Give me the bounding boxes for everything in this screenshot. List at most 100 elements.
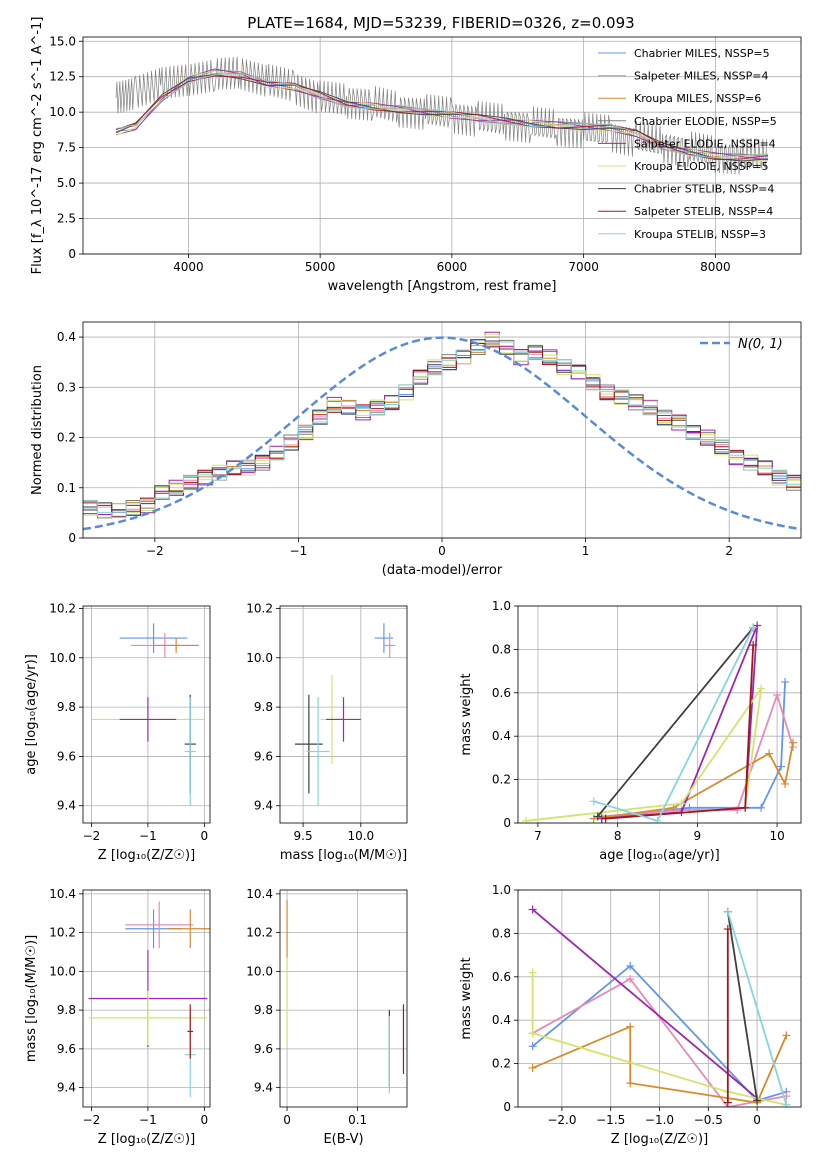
x-axis-label: E(B-V) [323, 1132, 363, 1147]
plot-area [295, 623, 396, 806]
x-axis-label: mass [log₁₀(M/M☉)] [280, 848, 407, 863]
data-point [733, 805, 742, 814]
data-point [789, 738, 798, 747]
series-line [601, 625, 759, 820]
x-tick-label: 8000 [700, 260, 731, 274]
model-line [115, 70, 769, 162]
plot-area [91, 623, 205, 806]
y-tick-label: 0.8 [492, 642, 511, 656]
y-tick-label: 2.5 [57, 212, 76, 226]
data-point [528, 1029, 537, 1038]
y-tick-label: 10.4 [246, 887, 273, 901]
y-tick-label: 0.3 [57, 380, 76, 394]
x-tick-label: −2 [83, 1113, 101, 1127]
data-point [757, 684, 766, 693]
y-tick-label: 0.4 [492, 1013, 511, 1027]
y-tick-label: 0 [503, 816, 511, 830]
model-line [115, 73, 769, 162]
y-tick-label: 12.5 [49, 70, 76, 84]
x-axis-label: wavelength [Angstrom, rest frame] [328, 279, 557, 294]
histogram-step [83, 333, 801, 516]
x-tick-label: 8 [614, 829, 622, 843]
legend-label: Chabrier STELIB, NSSP=4 [634, 183, 774, 196]
x-tick-label: 0 [201, 1113, 209, 1127]
data-point [528, 1063, 537, 1072]
x-tick-label: 0 [201, 829, 209, 843]
panel-mass-vs-Z: −2 −1 0 9.4 9.6 9.8 10.0 10.2 10.4 Z [log₁₀(Z/Z☉)… [24, 887, 211, 1147]
y-axis-label: mass [log₁₀(M/M☉)] [24, 935, 39, 1062]
data-point [782, 1100, 791, 1107]
data-point [528, 1042, 537, 1051]
data-point [653, 816, 662, 823]
plot-area [521, 621, 798, 823]
y-tick-label: 5.0 [57, 176, 76, 190]
legend-label: Kroupa ELODIE, NSSP=5 [634, 160, 768, 173]
legend-label: Chabrier MILES, NSSP=5 [634, 47, 770, 60]
y-tick-label: 10.0 [49, 964, 76, 978]
x-tick-label: 10.0 [347, 829, 374, 843]
figure-title: PLATE=1684, MJD=53239, FIBERID=0326, z=0… [247, 14, 634, 32]
axes-frame [82, 36, 802, 255]
data-point [757, 803, 766, 812]
data-point [589, 814, 598, 823]
legend-label: N(0, 1) [738, 337, 783, 352]
y-tick-label: 9.6 [57, 749, 76, 763]
data-point [782, 1031, 791, 1040]
y-tick-label: 0.4 [492, 729, 511, 743]
panel-mass-vs-EBV: 0 0.1 9.4 9.6 9.8 10.0 10.2 10.4 E(B-V) [246, 887, 408, 1147]
data-point [626, 974, 635, 983]
model-line [115, 75, 769, 161]
data-point [601, 814, 610, 823]
x-tick-label: 4000 [173, 260, 204, 274]
series-line [597, 627, 754, 818]
y-tick-label: 0.2 [492, 1057, 511, 1071]
y-tick-label: 0 [68, 247, 76, 261]
y-tick-label: 9.6 [57, 1042, 76, 1056]
data-point [626, 1022, 635, 1031]
y-tick-label: 0.2 [57, 431, 76, 445]
y-tick-label: 9.4 [254, 1081, 273, 1095]
x-tick-label: 7000 [568, 260, 599, 274]
histogram-step [83, 341, 801, 518]
plot-area [115, 56, 769, 175]
x-tick-label: 0.1 [348, 1113, 367, 1127]
axes-frame [517, 605, 802, 824]
legend-label: Kroupa STELIB, NSSP=3 [634, 228, 766, 241]
x-tick-label: −1.5 [596, 1113, 625, 1127]
data-point [528, 968, 537, 977]
y-tick-label: 0.6 [492, 686, 511, 700]
y-axis-label: mass weight [459, 673, 474, 755]
y-tick-label: 0 [68, 531, 76, 545]
y-axis-label: age [log₁₀(age/yr)] [24, 654, 39, 775]
x-tick-label: 9 [694, 829, 702, 843]
x-axis-label: Z [log₁₀(Z/Z☉)] [98, 848, 195, 863]
data-point [677, 799, 686, 808]
axes-frame [82, 605, 211, 824]
plot-area [528, 905, 791, 1107]
legend-label: Kroupa MILES, NSSP=6 [634, 92, 761, 105]
data-point [723, 925, 732, 934]
data-point [773, 690, 782, 699]
y-tick-label: 0.8 [492, 926, 511, 940]
series-line [726, 911, 758, 1101]
model-line [115, 69, 769, 157]
axes-frame [279, 605, 408, 824]
y-tick-label: 10.4 [49, 887, 76, 901]
data-point [741, 803, 750, 812]
x-tick-label: 0 [753, 1113, 761, 1127]
panel-age-vs-Z: −2 −1 0 9.4 9.6 9.8 10.0 10.2 Z [log₁₀(Z/Z☉)] age… [24, 601, 211, 863]
y-tick-label: 10.2 [49, 926, 76, 940]
data-point [753, 621, 762, 630]
x-tick-label: −1.0 [645, 1113, 674, 1127]
y-tick-label: 10.2 [246, 926, 273, 940]
x-axis-label: age [log₁₀(age/yr)] [599, 848, 720, 863]
series-line [726, 911, 788, 1106]
axes-frame [82, 321, 802, 539]
y-axis-label: Normed distribution [30, 365, 45, 495]
y-tick-label: 0.4 [57, 330, 76, 344]
y-tick-label: 0 [503, 1100, 511, 1114]
legend-label: Salpeter ELODIE, NSSP=4 [634, 137, 776, 150]
x-tick-label: 7 [534, 829, 542, 843]
x-tick-label: 0 [283, 1113, 291, 1127]
